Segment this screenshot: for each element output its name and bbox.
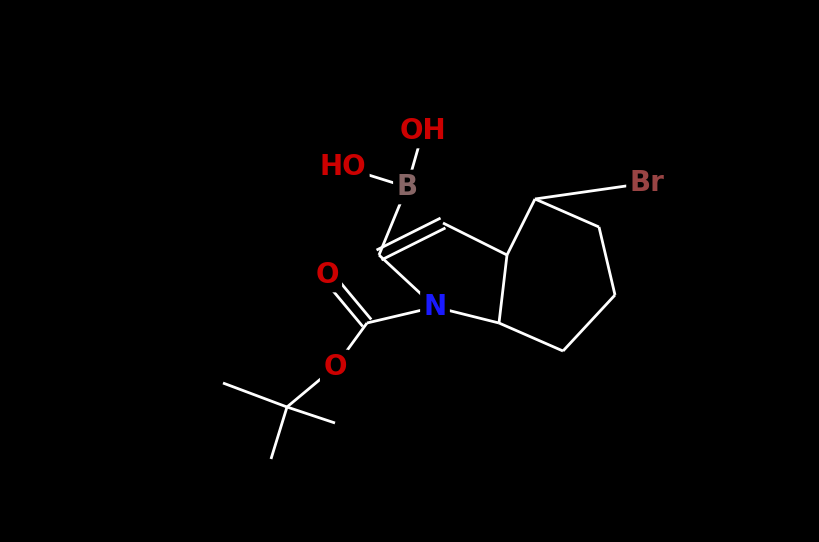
Text: N: N [423,293,446,321]
Text: B: B [396,173,418,201]
Text: HO: HO [319,153,366,181]
Text: N: N [423,293,446,321]
Text: Br: Br [630,169,664,197]
Text: HO: HO [319,153,366,181]
Text: OH: OH [400,117,446,145]
Text: O: O [315,261,339,289]
Text: OH: OH [400,117,446,145]
Text: O: O [324,353,346,381]
Text: Br: Br [630,169,664,197]
Text: O: O [315,261,339,289]
Text: O: O [324,353,346,381]
Text: B: B [396,173,418,201]
